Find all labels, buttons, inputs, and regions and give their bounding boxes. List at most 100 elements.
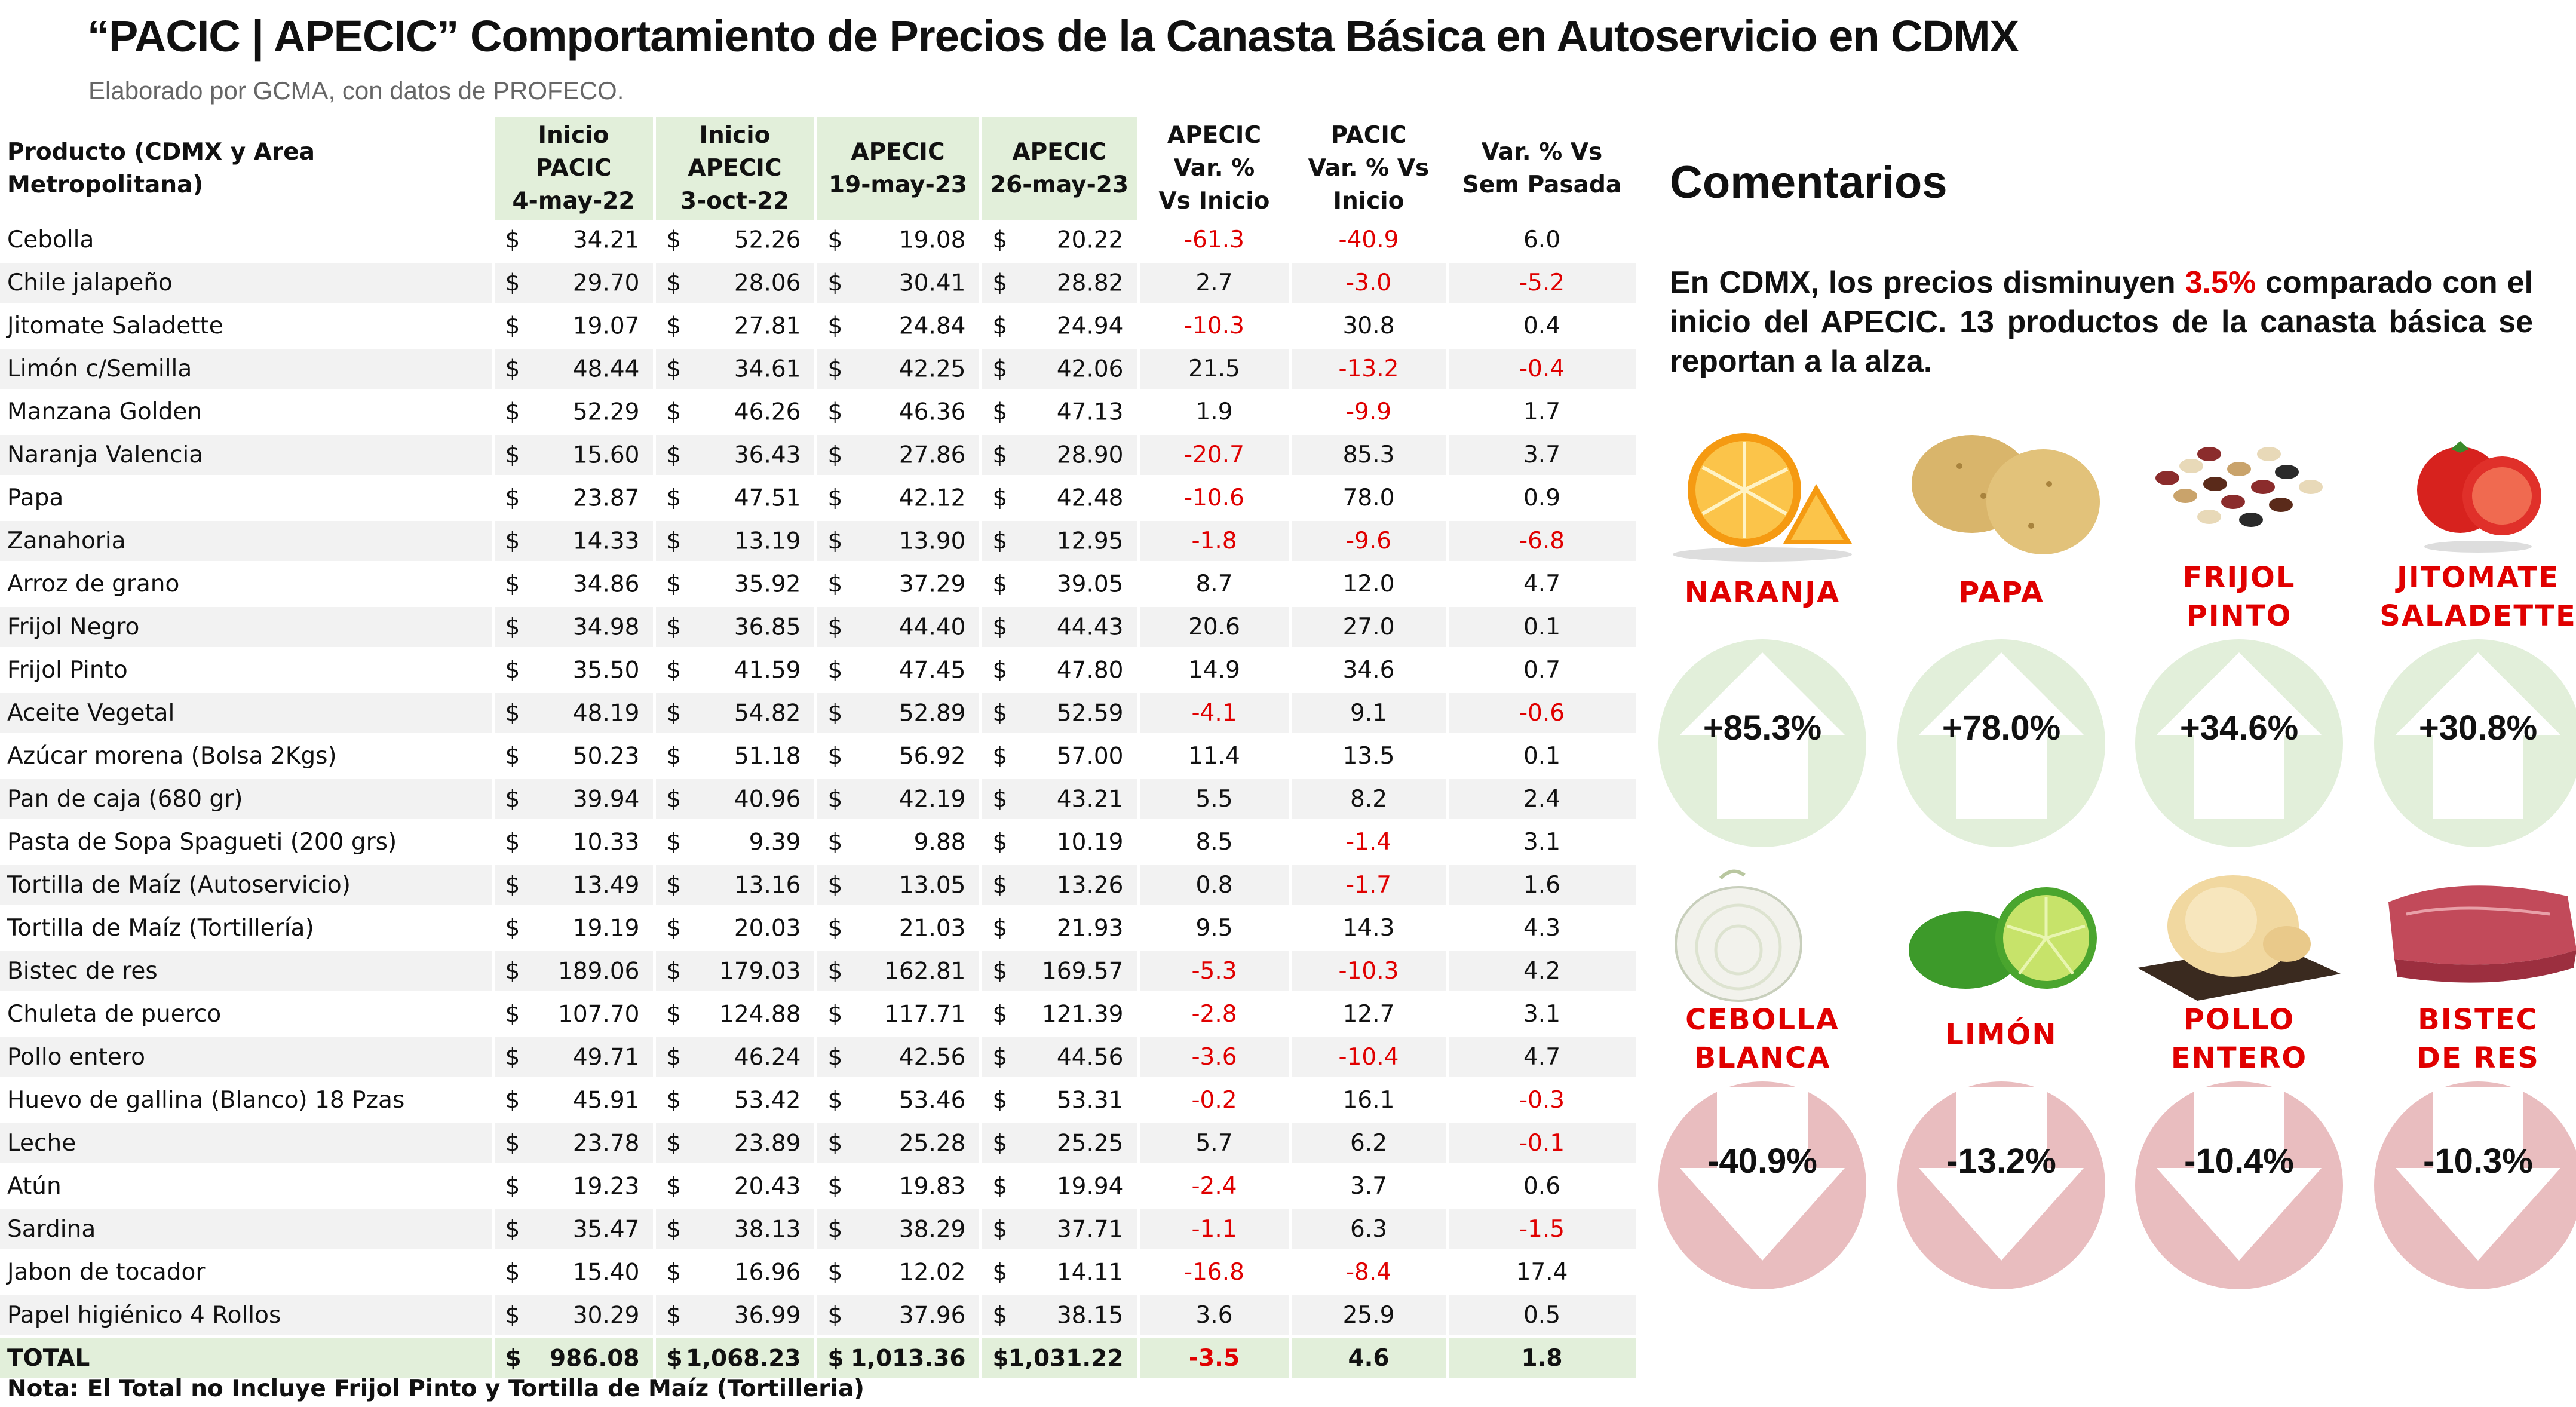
product-name: Frijol Pinto (0, 648, 495, 693)
variation-cell: 85.3 (1290, 433, 1449, 478)
variation-cell: 4.7 (1447, 1035, 1639, 1080)
product-name: Jitomate Saladette (0, 304, 495, 349)
product-name: Jabon de tocador (0, 1250, 495, 1295)
potato-icon (1894, 412, 2109, 562)
percent-change: +30.8% (2418, 709, 2538, 747)
price-cell: $38.13 (654, 1207, 817, 1252)
variation-cell: 2.4 (1447, 777, 1639, 822)
price-cell: $24.84 (815, 304, 982, 349)
price-cell: $47.80 (980, 648, 1140, 693)
variation-cell: -4.1 (1138, 691, 1292, 736)
variation-cell: 6.0 (1447, 220, 1639, 263)
down-arrow-icon: -40.9% (1658, 1081, 1866, 1289)
price-cell: $9.39 (654, 820, 817, 865)
variation-cell: 27.0 (1290, 605, 1449, 650)
table-row: Naranja Valencia $15.60 $36.43 $27.86 $28.90… (0, 433, 1639, 478)
price-cell: $21.03 (815, 906, 982, 951)
product-name: Pollo entero (0, 1035, 495, 1080)
variation-cell: 0.9 (1447, 476, 1639, 521)
variation-cell: -10.3 (1290, 949, 1449, 994)
product-card-label: PAPA (1958, 576, 2044, 609)
variation-cell: -40.9 (1290, 220, 1449, 263)
price-cell: $37.71 (980, 1207, 1140, 1252)
price-cell: $40.96 (654, 777, 817, 822)
variation-cell: -0.3 (1447, 1078, 1639, 1123)
variation-cell: -3.5 (1138, 1337, 1292, 1381)
table-row: Chile jalapeño $29.70 $28.06 $30.41 $28.82 2.… (0, 261, 1639, 306)
table-row: Huevo de gallina (Blanco) 18 Pzas $45.91 $… (0, 1078, 1639, 1123)
price-cell: $20.22 (980, 220, 1140, 263)
percent-change: -10.3% (2423, 1142, 2533, 1181)
variation-cell: 21.5 (1138, 347, 1292, 392)
product-card-label: LIMÓN (1945, 1018, 2057, 1052)
variation-cell: 3.7 (1447, 433, 1639, 478)
product-name: TOTAL (0, 1337, 495, 1381)
price-cell: $50.23 (493, 734, 656, 779)
variation-cell: 3.7 (1290, 1164, 1449, 1209)
variation-cell: 1.7 (1447, 390, 1639, 435)
price-cell: $53.46 (815, 1078, 982, 1123)
variation-cell: 1.6 (1447, 863, 1639, 908)
product-card-label: JITOMATE SALADETTE (2379, 561, 2576, 633)
price-cell: $48.19 (493, 691, 656, 736)
price-cell: $20.43 (654, 1164, 817, 1209)
price-cell: $43.21 (980, 777, 1140, 822)
price-cell: $19.07 (493, 304, 656, 349)
comments-highlight: 3.5% (2185, 265, 2256, 300)
beef-icon (2370, 854, 2576, 1004)
price-cell: $52.59 (980, 691, 1140, 736)
variation-cell: 20.6 (1138, 605, 1292, 650)
down-arrow-icon: -10.3% (2374, 1081, 2576, 1289)
price-cell: $13.26 (980, 863, 1140, 908)
table-total-row: TOTAL $986.08 $1,068.23 $1,013.36 $1,031.22-… (0, 1337, 1639, 1381)
price-cell: $49.71 (493, 1035, 656, 1080)
price-cell: $47.51 (654, 476, 817, 521)
table-row: Frijol Negro $34.98 $36.85 $44.40 $44.43 20.6… (0, 605, 1639, 650)
variation-cell: 13.5 (1290, 734, 1449, 779)
price-cell: $52.29 (493, 390, 656, 435)
variation-cell: 9.5 (1138, 906, 1292, 951)
price-cell: $28.82 (980, 261, 1140, 306)
price-cell: $1,068.23 (654, 1337, 817, 1381)
variation-cell: -10.6 (1138, 476, 1292, 521)
variation-cell: 16.1 (1290, 1078, 1449, 1123)
column-header-product: Producto (CDMX y Area Metropolitana) (0, 117, 495, 220)
variation-cell: -1.8 (1138, 519, 1292, 564)
table-row: Pasta de Sopa Spagueti (200 grs) $10.33 $9… (0, 820, 1639, 865)
variation-cell: 8.2 (1290, 777, 1449, 822)
price-cell: $13.05 (815, 863, 982, 908)
variation-cell: -1.4 (1290, 820, 1449, 865)
tomato-icon (2370, 412, 2576, 562)
price-cell: $13.16 (654, 863, 817, 908)
variation-cell: 1.8 (1447, 1337, 1639, 1381)
variation-cell: -1.1 (1138, 1207, 1292, 1252)
table-row: Cebolla $34.21 $52.26 $19.08 $20.22 -61.3 -40.… (0, 220, 1639, 263)
price-cell: $44.43 (980, 605, 1140, 650)
variation-cell: 8.5 (1138, 820, 1292, 865)
variation-cell: -10.4 (1290, 1035, 1449, 1080)
table-row: Leche $23.78 $23.89 $25.28 $25.25 5.7 6.2 -0.1 (0, 1121, 1639, 1166)
table-note: Nota: El Total no Incluye Frijol Pinto y… (7, 1375, 865, 1402)
price-cell: $42.19 (815, 777, 982, 822)
variation-cell: -5.2 (1447, 261, 1639, 306)
price-cell: $1,031.22 (980, 1337, 1140, 1381)
page-subtitle: Elaborado por GCMA, con datos de PROFECO… (88, 76, 624, 105)
price-cell: $51.18 (654, 734, 817, 779)
variation-cell: -0.1 (1447, 1121, 1639, 1166)
column-header-inicio-apecic: Inicio APECIC 3-oct-22 (654, 117, 817, 220)
variation-cell: 6.3 (1290, 1207, 1449, 1252)
price-cell: $35.47 (493, 1207, 656, 1252)
column-header-apecic-19may: APECIC 19-may-23 (815, 117, 982, 220)
variation-cell: -9.9 (1290, 390, 1449, 435)
up-arrow-icon: +78.0% (1897, 639, 2105, 847)
table-row: Jabon de tocador $15.40 $16.96 $12.02 $14.11… (0, 1250, 1639, 1295)
variation-cell: 14.9 (1138, 648, 1292, 693)
product-name: Huevo de gallina (Blanco) 18 Pzas (0, 1078, 495, 1123)
price-cell: $52.26 (654, 220, 817, 263)
price-cell: $53.42 (654, 1078, 817, 1123)
price-cell: $34.98 (493, 605, 656, 650)
variation-cell: 4.7 (1447, 562, 1639, 607)
variation-cell: 3.1 (1447, 820, 1639, 865)
product-name: Pasta de Sopa Spagueti (200 grs) (0, 820, 495, 865)
table-row: Pollo entero $49.71 $46.24 $42.56 $44.56 -3.6… (0, 1035, 1639, 1080)
